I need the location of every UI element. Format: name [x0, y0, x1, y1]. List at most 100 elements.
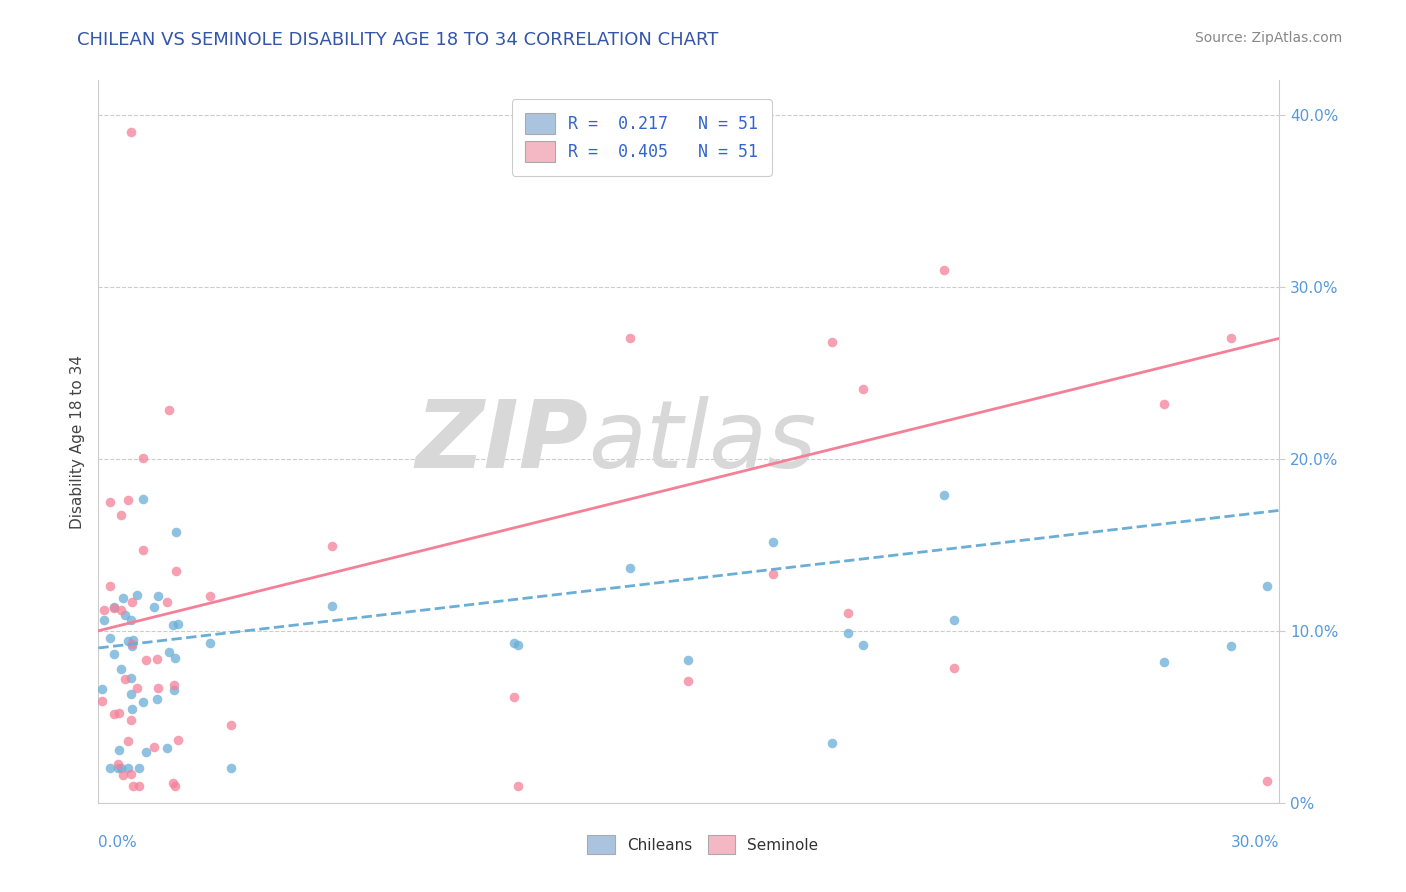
Point — [128, 779, 150, 793]
Point — [155, 595, 177, 609]
Point — [163, 683, 186, 698]
Point — [619, 331, 641, 345]
Text: Source: ZipAtlas.com: Source: ZipAtlas.com — [1195, 31, 1343, 45]
Point — [762, 535, 785, 549]
Point — [166, 732, 188, 747]
Point — [110, 761, 132, 775]
Point — [619, 561, 641, 575]
Point — [107, 761, 129, 775]
Point — [852, 638, 875, 652]
Point — [157, 645, 180, 659]
Point — [146, 652, 169, 666]
Point — [200, 636, 222, 650]
Point — [117, 634, 139, 648]
Point — [506, 779, 529, 793]
Point — [121, 595, 143, 609]
Legend: Chileans, Seminole: Chileans, Seminole — [579, 827, 827, 862]
Point — [1256, 773, 1278, 788]
Point — [821, 736, 844, 750]
Point — [155, 740, 177, 755]
Point — [135, 653, 157, 667]
Point — [120, 672, 142, 686]
Point — [127, 589, 149, 603]
Point — [98, 495, 121, 509]
Y-axis label: Disability Age 18 to 34: Disability Age 18 to 34 — [69, 354, 84, 529]
Point — [219, 718, 242, 732]
Point — [132, 491, 155, 506]
Point — [127, 681, 149, 695]
Point — [91, 694, 114, 708]
Point — [114, 607, 136, 622]
Point — [502, 690, 524, 704]
Text: atlas: atlas — [589, 396, 817, 487]
Point — [132, 695, 155, 709]
Point — [103, 648, 125, 662]
Point — [98, 631, 121, 645]
Point — [98, 761, 121, 775]
Point — [200, 589, 222, 603]
Text: 30.0%: 30.0% — [1232, 835, 1279, 850]
Point — [121, 702, 143, 716]
Point — [107, 756, 129, 771]
Point — [93, 613, 115, 627]
Point — [1220, 331, 1243, 345]
Point — [676, 673, 699, 688]
Point — [108, 742, 131, 756]
Point — [132, 543, 155, 558]
Point — [91, 682, 114, 697]
Point — [121, 632, 143, 647]
Point — [321, 539, 343, 553]
Point — [117, 734, 139, 748]
Point — [166, 617, 188, 632]
Point — [165, 525, 187, 540]
Point — [1256, 579, 1278, 593]
Point — [163, 650, 186, 665]
Text: CHILEAN VS SEMINOLE DISABILITY AGE 18 TO 34 CORRELATION CHART: CHILEAN VS SEMINOLE DISABILITY AGE 18 TO… — [77, 31, 718, 49]
Point — [121, 779, 143, 793]
Point — [163, 779, 186, 793]
Point — [120, 767, 142, 781]
Point — [120, 125, 142, 139]
Point — [110, 662, 132, 676]
Point — [1153, 397, 1175, 411]
Point — [146, 692, 169, 706]
Point — [103, 706, 125, 721]
Point — [1153, 655, 1175, 669]
Point — [502, 636, 524, 650]
Legend: R =  0.217   N = 51, R =  0.405   N = 51: R = 0.217 N = 51, R = 0.405 N = 51 — [512, 99, 772, 176]
Point — [852, 382, 875, 396]
Point — [132, 450, 155, 465]
Point — [103, 600, 125, 615]
Point — [1220, 640, 1243, 654]
Point — [165, 565, 187, 579]
Point — [128, 761, 150, 775]
Point — [676, 652, 699, 666]
Point — [135, 745, 157, 759]
Point — [120, 687, 142, 701]
Point — [143, 740, 166, 755]
Point — [506, 638, 529, 652]
Point — [163, 678, 186, 692]
Point — [117, 493, 139, 508]
Point — [110, 508, 132, 523]
Point — [120, 613, 142, 627]
Point — [157, 402, 180, 417]
Point — [934, 262, 956, 277]
Point — [143, 599, 166, 614]
Point — [942, 661, 965, 675]
Point — [121, 639, 143, 653]
Point — [762, 566, 785, 581]
Point — [837, 607, 859, 621]
Point — [837, 626, 859, 640]
Point — [121, 637, 143, 651]
Text: ZIP: ZIP — [416, 395, 589, 488]
Point — [114, 672, 136, 686]
Point — [146, 590, 169, 604]
Point — [98, 579, 121, 593]
Point — [162, 776, 184, 790]
Point — [120, 713, 142, 727]
Point — [942, 613, 965, 627]
Point — [821, 334, 844, 349]
Point — [117, 761, 139, 775]
Text: 0.0%: 0.0% — [98, 835, 138, 850]
